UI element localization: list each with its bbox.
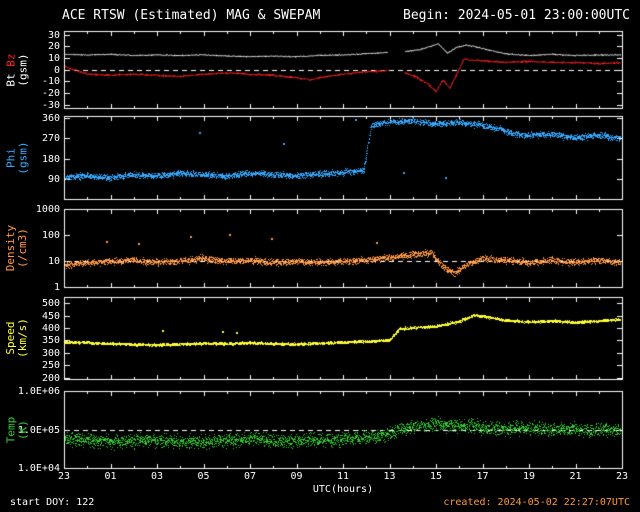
ace-rtsw-plot-window: ACE RTSW (Estimated) MAG & SWEPAM Begin:… <box>0 0 640 512</box>
plot-canvas <box>0 0 640 512</box>
